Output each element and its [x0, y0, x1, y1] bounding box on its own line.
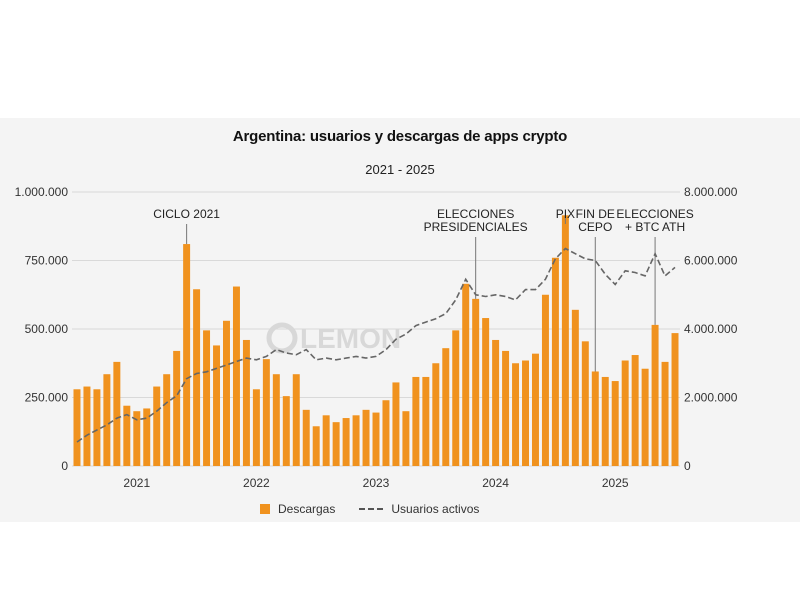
- bar: [163, 374, 171, 466]
- bar: [203, 330, 211, 466]
- bar: [232, 286, 240, 466]
- annotation-label: PRESIDENCIALES: [424, 220, 528, 234]
- bar: [402, 411, 410, 466]
- y-right-tick-label: 6.000.000: [684, 254, 738, 268]
- bar: [591, 371, 599, 466]
- bar: [282, 396, 290, 466]
- y-right-tick-label: 4.000.000: [684, 322, 738, 336]
- annotation-label: ELECCIONES: [616, 207, 693, 221]
- bar: [322, 415, 330, 466]
- annotation-label: PIX: [556, 207, 575, 221]
- bar: [512, 363, 520, 466]
- bar: [183, 244, 191, 466]
- x-tick-label: 2023: [363, 476, 390, 490]
- bar: [442, 348, 450, 466]
- x-tick-label: 2022: [243, 476, 270, 490]
- users-line: [76, 247, 676, 443]
- legend: Descargas Usuarios activos: [260, 502, 479, 516]
- bar: [143, 408, 151, 466]
- bar: [302, 409, 310, 466]
- annotation-label: FIN DE: [576, 207, 615, 221]
- bar: [472, 298, 480, 466]
- bar: [561, 215, 569, 466]
- y-right-tick-label: 8.000.000: [684, 185, 738, 199]
- x-tick-label: 2025: [602, 476, 629, 490]
- bar: [262, 359, 270, 466]
- bar: [173, 350, 181, 466]
- y-left-tick-label: 0: [61, 459, 68, 473]
- bar: [502, 350, 510, 466]
- x-tick-label: 2021: [123, 476, 150, 490]
- bar: [193, 289, 201, 466]
- bar: [332, 422, 340, 466]
- bar: [601, 376, 609, 466]
- annotation-label: CICLO 2021: [153, 207, 220, 221]
- bar: [621, 360, 629, 466]
- bar: [651, 324, 659, 466]
- chart-title: Argentina: usuarios y descargas de apps …: [232, 128, 568, 145]
- bar: [541, 294, 549, 466]
- chart-subtitle: 2021 - 2025: [365, 162, 435, 177]
- bar: [452, 330, 460, 466]
- bar: [153, 386, 161, 466]
- bar: [252, 389, 260, 466]
- watermark-text: LEMON: [300, 323, 401, 354]
- bar: [123, 405, 131, 466]
- bar: [352, 415, 360, 466]
- bar: [531, 353, 539, 466]
- y-left-tick-label: 750.000: [25, 254, 69, 268]
- bar: [522, 360, 529, 466]
- x-tick-label: 2024: [482, 476, 509, 490]
- bar: [213, 345, 221, 466]
- bar: [93, 389, 101, 466]
- bar: [292, 374, 300, 466]
- bar: [342, 418, 350, 466]
- bar: [432, 363, 440, 466]
- bar: [571, 309, 579, 466]
- bar: [242, 339, 250, 466]
- legend-line-swatch: [359, 508, 384, 510]
- bar: [661, 361, 669, 466]
- bar: [412, 376, 420, 466]
- bar: [73, 389, 81, 466]
- bar: [631, 355, 639, 466]
- bar: [482, 318, 490, 466]
- y-right-tick-label: 0: [684, 459, 691, 473]
- bar: [83, 386, 91, 466]
- legend-label-descargas: Descargas: [278, 502, 336, 516]
- bar: [422, 376, 430, 466]
- bar: [113, 361, 121, 466]
- bar: [372, 412, 380, 466]
- bar: [392, 382, 400, 466]
- bar: [641, 368, 649, 466]
- annotation-label: CEPO: [578, 220, 612, 234]
- bar: [671, 333, 679, 466]
- bar: [611, 381, 619, 466]
- bar: [312, 426, 320, 466]
- annotation-label: + BTC ATH: [625, 220, 685, 234]
- y-left-tick-label: 1.000.000: [15, 185, 69, 199]
- bar: [581, 341, 589, 466]
- legend-label-usuarios: Usuarios activos: [391, 502, 480, 516]
- bar: [462, 283, 470, 466]
- bar: [133, 411, 141, 466]
- annotation-label: ELECCIONES: [437, 207, 514, 221]
- bar: [362, 409, 370, 466]
- y-left-tick-label: 500.000: [25, 322, 69, 336]
- bar: [223, 320, 230, 466]
- bar: [103, 374, 111, 466]
- bar: [492, 339, 500, 466]
- bar: [551, 257, 559, 466]
- bar: [382, 400, 390, 466]
- legend-bar-swatch: [260, 504, 270, 514]
- y-left-tick-label: 250.000: [25, 391, 69, 405]
- y-right-tick-label: 2.000.000: [684, 391, 738, 405]
- bar: [272, 374, 280, 466]
